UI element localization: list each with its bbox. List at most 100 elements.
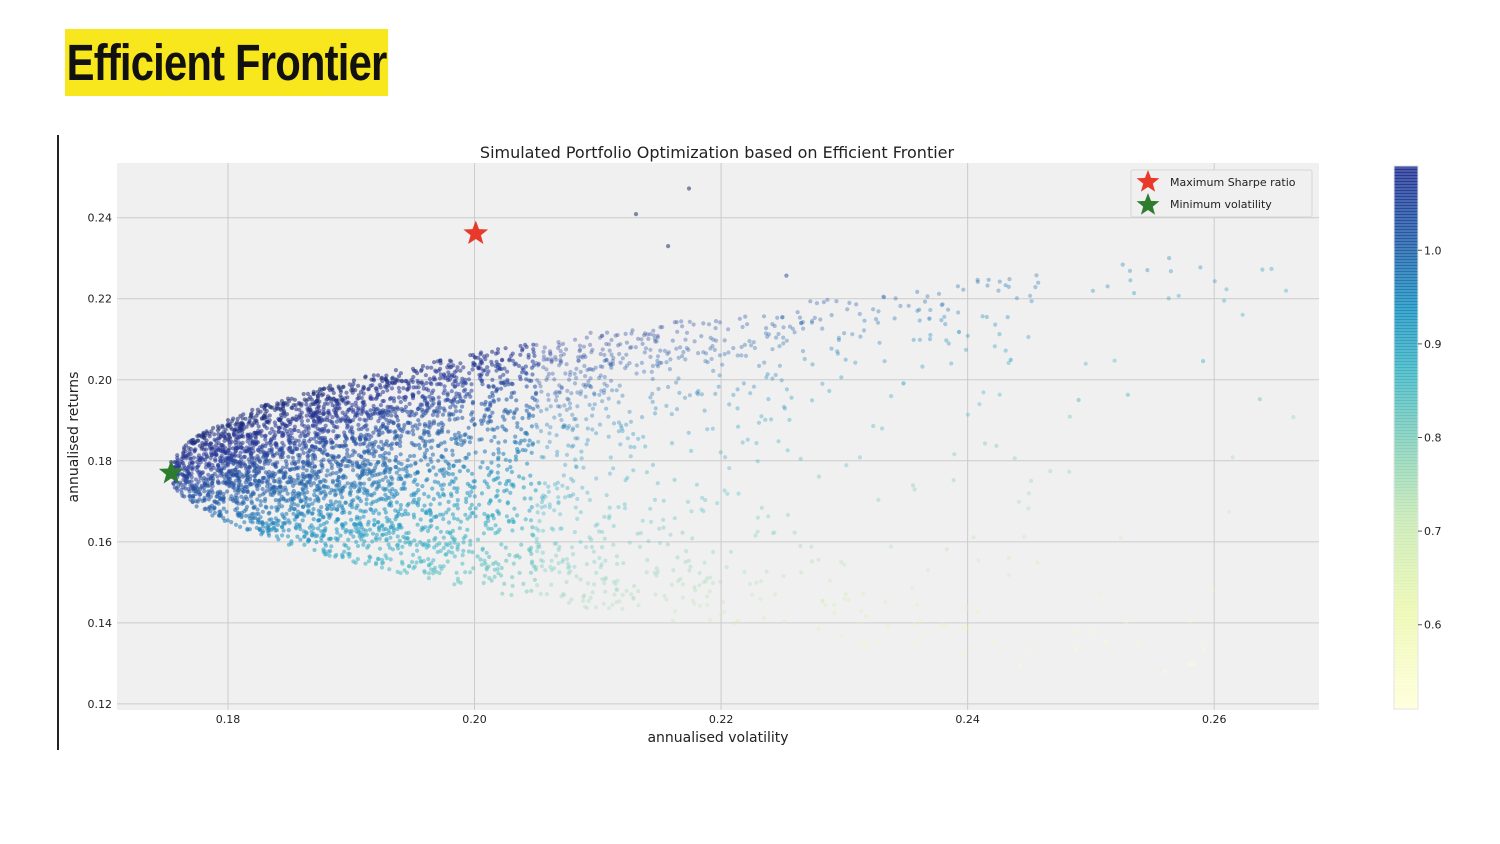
portfolio-point <box>281 521 286 526</box>
portfolio-point <box>528 473 533 478</box>
portfolio-point <box>549 582 554 587</box>
portfolio-point <box>521 581 526 587</box>
portfolio-point <box>710 344 715 349</box>
portfolio-point <box>426 571 431 576</box>
portfolio-point <box>359 473 364 478</box>
portfolio-point <box>505 377 510 383</box>
portfolio-point <box>409 559 415 565</box>
portfolio-point <box>604 383 610 388</box>
portfolio-point <box>207 442 212 447</box>
portfolio-point <box>430 452 435 457</box>
portfolio-point <box>399 486 404 491</box>
portfolio-point <box>703 579 709 584</box>
portfolio-point <box>857 311 862 317</box>
portfolio-point <box>583 604 588 610</box>
portfolio-point <box>524 408 529 413</box>
portfolio-point <box>316 417 321 422</box>
portfolio-point <box>561 473 566 478</box>
portfolio-point <box>240 474 245 479</box>
portfolio-point <box>470 471 475 476</box>
portfolio-point <box>863 641 868 647</box>
portfolio-point <box>388 535 393 540</box>
portfolio-point <box>366 467 371 472</box>
portfolio-point <box>616 505 621 510</box>
portfolio-point <box>390 487 395 492</box>
portfolio-point <box>575 436 580 441</box>
portfolio-point <box>850 332 855 337</box>
portfolio-point <box>677 390 682 395</box>
portfolio-point <box>502 366 507 371</box>
portfolio-point <box>713 319 719 324</box>
portfolio-point <box>295 446 300 451</box>
portfolio-point <box>333 499 339 504</box>
portfolio-point <box>426 576 431 581</box>
portfolio-point <box>255 507 260 512</box>
portfolio-point <box>656 364 661 369</box>
portfolio-point <box>493 560 498 565</box>
portfolio-point <box>438 372 443 377</box>
portfolio-point <box>422 423 428 428</box>
portfolio-point <box>646 539 651 544</box>
portfolio-point <box>453 404 458 409</box>
portfolio-point <box>566 424 572 429</box>
portfolio-point <box>524 589 529 594</box>
portfolio-point <box>425 542 430 547</box>
portfolio-point <box>241 412 246 417</box>
portfolio-point <box>307 502 312 507</box>
portfolio-point <box>437 541 442 546</box>
portfolio-point <box>424 380 429 386</box>
portfolio-point <box>736 424 741 429</box>
portfolio-point <box>475 554 480 559</box>
portfolio-point <box>298 498 303 503</box>
portfolio-point <box>396 395 402 400</box>
portfolio-point <box>281 528 286 533</box>
portfolio-point <box>696 389 701 394</box>
portfolio-point <box>673 609 678 614</box>
legend-marker-max-sharpe <box>1136 170 1160 192</box>
portfolio-point <box>697 583 702 588</box>
portfolio-point <box>839 633 845 638</box>
portfolio-point <box>324 397 329 402</box>
portfolio-point <box>350 482 355 488</box>
portfolio-point <box>394 470 399 475</box>
portfolio-point <box>624 363 630 368</box>
portfolio-point <box>456 542 461 547</box>
portfolio-point <box>539 389 544 394</box>
portfolio-point <box>473 450 478 455</box>
portfolio-point <box>1112 358 1117 363</box>
portfolio-point <box>310 511 315 516</box>
portfolio-point <box>556 561 561 566</box>
portfolio-point <box>546 392 551 397</box>
portfolio-point <box>426 388 431 393</box>
portfolio-point <box>493 523 498 528</box>
portfolio-point <box>564 407 569 412</box>
portfolio-point <box>489 438 494 443</box>
portfolio-point <box>452 554 457 559</box>
portfolio-point <box>1017 663 1023 668</box>
portfolio-point <box>877 340 882 345</box>
portfolio-point <box>261 455 266 460</box>
portfolio-point <box>413 461 418 466</box>
portfolio-point <box>531 350 536 355</box>
portfolio-point <box>563 371 568 376</box>
portfolio-point <box>429 365 434 370</box>
portfolio-point <box>718 450 723 455</box>
portfolio-point <box>568 569 573 574</box>
portfolio-point <box>441 491 446 497</box>
portfolio-point <box>210 513 215 518</box>
portfolio-point <box>772 323 777 329</box>
portfolio-point <box>500 424 505 429</box>
portfolio-point <box>242 454 247 459</box>
portfolio-point <box>825 297 830 302</box>
portfolio-point <box>466 377 471 382</box>
portfolio-point <box>544 357 549 362</box>
portfolio-point <box>412 413 417 418</box>
portfolio-point <box>445 530 450 535</box>
portfolio-point <box>781 325 786 330</box>
portfolio-point <box>655 481 660 486</box>
portfolio-point <box>396 476 401 482</box>
portfolio-point <box>446 507 451 512</box>
portfolio-point <box>350 463 355 468</box>
portfolio-point <box>528 496 533 501</box>
portfolio-point <box>740 324 745 330</box>
